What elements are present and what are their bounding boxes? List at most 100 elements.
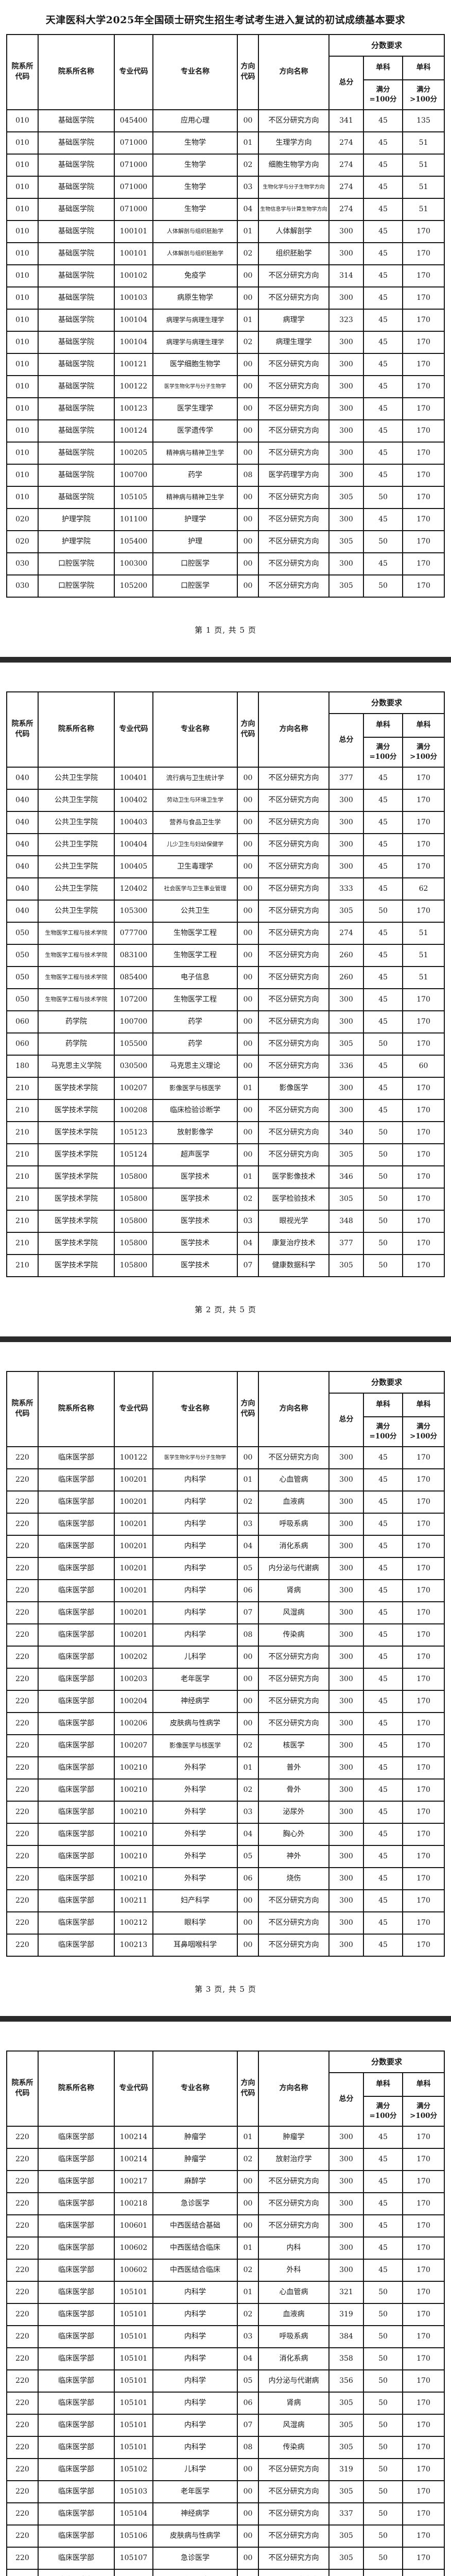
direction-code-cell: 00: [236, 1055, 259, 1078]
table-row: 220 临床医学部 100212 眼科学 00 不区分研究方向 300 45 170: [6, 1911, 445, 1935]
major-code-cell: 105101: [113, 2392, 153, 2415]
major-code-cell: 105101: [113, 2325, 153, 2348]
dept-name-cell: 公共卫生学院: [37, 877, 115, 901]
single-subject-100-cell: 45: [362, 2236, 403, 2260]
direction-name-cell: 普外: [257, 1756, 329, 1780]
dept-code-cell: 220: [6, 2502, 39, 2526]
single-subject-gt100-cell: 170: [402, 331, 445, 354]
single-subject-100-cell: 45: [362, 2126, 403, 2149]
direction-name-cell: 内分泌与代谢病: [257, 1557, 329, 1580]
single-subject-100-cell: 45: [362, 1801, 403, 1824]
total-score-cell: 356: [328, 2369, 364, 2393]
total-score-cell: 377: [328, 1232, 364, 1255]
dept-name-cell: 临床医学部: [37, 1911, 115, 1935]
single-subject-100-cell: 45: [362, 154, 403, 177]
major-name-cell: 马克思主义理论: [152, 1055, 238, 1078]
major-name-cell: 儿科学: [152, 2458, 238, 2481]
col-header-total-score: 总分: [328, 2072, 364, 2127]
single-subject-100-cell: 50: [362, 900, 403, 923]
dept-code-cell: 210: [6, 1077, 39, 1100]
single-subject-100-cell: 50: [362, 2524, 403, 2548]
major-name-cell: 内科学: [152, 2369, 238, 2393]
major-name-cell: 药学: [152, 1010, 238, 1033]
major-code-cell: 100300: [113, 552, 153, 575]
table-body: 010 基础医学院 045400 应用心理 00 不区分研究方向 341 45 135 010 基础…: [6, 109, 445, 598]
direction-code-cell: 03: [236, 1210, 259, 1233]
dept-name-cell: 临床医学部: [37, 1646, 115, 1669]
direction-name-cell: 不区分研究方向: [257, 2502, 329, 2526]
table-row: 210 医学技术学院 105800 医学技术 01 医学影像技术 346 50 170: [6, 1165, 445, 1189]
major-code-cell: 105102: [113, 2458, 153, 2481]
dept-name-cell: 药学院: [37, 1032, 115, 1056]
major-code-cell: 100201: [113, 1557, 153, 1580]
major-name-cell: 耳鼻咽喉科学: [152, 1934, 238, 1957]
total-score-cell: 274: [328, 154, 364, 177]
dept-name-cell: 临床医学部: [37, 1513, 115, 1536]
direction-code-cell: 02: [236, 1778, 259, 1802]
table-row: 020 护理学院 101100 护理学 00 不区分研究方向 300 45 170: [6, 508, 445, 531]
dept-name-cell: 基础医学院: [37, 242, 115, 265]
direction-code-cell: 00: [236, 442, 259, 465]
dept-name-cell: 基础医学院: [37, 419, 115, 443]
major-name-cell: 医学生物化学与分子生物学: [152, 1446, 238, 1469]
single-subject-100-cell: 45: [362, 2259, 403, 2282]
col-header-single-subject-gt: 单科: [402, 56, 445, 80]
major-code-cell: 100101: [113, 220, 153, 243]
single-subject-gt100-cell: 170: [402, 2192, 445, 2215]
major-name-cell: 医学生理学: [152, 397, 238, 420]
major-name-cell: 急诊医学: [152, 2192, 238, 2215]
single-subject-100-cell: 50: [362, 2392, 403, 2415]
dept-name-cell: 医学技术学院: [37, 1188, 115, 1211]
dept-name-cell: 临床医学部: [37, 2126, 115, 2149]
dept-name-cell: 临床医学部: [37, 1801, 115, 1824]
single-subject-100-cell: 45: [362, 988, 403, 1011]
dept-code-cell: 180: [6, 1055, 39, 1078]
score-table: 院系所 代码 院系所名称 专业代码 专业名称 方向 代码 方向名称 分数要求 总…: [6, 34, 445, 598]
table-row: 220 临床医学部 105103 老年医学 00 不区分研究方向 305 50 170: [6, 2480, 445, 2503]
major-code-cell: 105101: [113, 2347, 153, 2370]
major-code-cell: 100103: [113, 286, 153, 310]
dept-code-cell: 220: [6, 2347, 39, 2370]
major-name-cell: 皮肤病与性病学: [152, 2524, 238, 2548]
dept-name-cell: 基础医学院: [37, 442, 115, 465]
direction-code-cell: 04: [236, 2347, 259, 2370]
single-subject-gt100-cell: 170: [402, 811, 445, 834]
direction-code-cell: 00: [236, 353, 259, 376]
direction-code-cell: 00: [236, 2458, 259, 2481]
dept-name-cell: 生物医学工程与技术学院: [37, 988, 115, 1011]
single-subject-gt100-cell: 170: [402, 1121, 445, 1144]
major-name-cell: 医学细胞生物学: [152, 353, 238, 376]
total-score-cell: 305: [328, 1188, 364, 1211]
dept-code-cell: 220: [6, 1734, 39, 1757]
single-subject-gt100-cell: 170: [402, 2480, 445, 2503]
total-score-cell: 340: [328, 1121, 364, 1144]
direction-name-cell: 不区分研究方向: [257, 2524, 329, 2548]
col-header-major-code: 专业代码: [113, 2050, 153, 2127]
dept-name-cell: 医学技术学院: [37, 1210, 115, 1233]
single-subject-gt100-cell: 170: [402, 1867, 445, 1890]
page-separator: [0, 657, 451, 663]
single-subject-gt100-cell: 170: [402, 1557, 445, 1580]
dept-name-cell: 临床医学部: [37, 2303, 115, 2326]
single-subject-100-cell: 45: [362, 1077, 403, 1100]
major-code-cell: 100210: [113, 1801, 153, 1824]
col-header-dept-code: 院系所 代码: [6, 34, 39, 110]
dept-code-cell: 220: [6, 2369, 39, 2393]
single-subject-gt100-cell: 170: [402, 508, 445, 531]
table-row: 050 生物医学工程与技术学院 107200 生物医学工程 00 不区分研究方向 300 45…: [6, 988, 445, 1011]
direction-code-cell: 02: [236, 242, 259, 265]
single-subject-gt100-cell: 51: [402, 944, 445, 967]
dept-code-cell: 010: [6, 486, 39, 509]
total-score-cell: 305: [328, 2524, 364, 2548]
dept-name-cell: 口腔医学院: [37, 552, 115, 575]
major-name-cell: 人体解剖与组织胚胎学: [152, 220, 238, 243]
dept-name-cell: 公共卫生学院: [37, 855, 115, 878]
direction-name-cell: 传染病: [257, 1623, 329, 1647]
total-score-cell: 300: [328, 1099, 364, 1122]
major-code-cell: 107200: [113, 988, 153, 1011]
total-score-cell: 300: [328, 2259, 364, 2282]
direction-name-cell: 血液病: [257, 2303, 329, 2326]
dept-code-cell: 220: [6, 1867, 39, 1890]
dept-code-cell: 220: [6, 2436, 39, 2459]
single-subject-gt100-cell: 170: [402, 2325, 445, 2348]
